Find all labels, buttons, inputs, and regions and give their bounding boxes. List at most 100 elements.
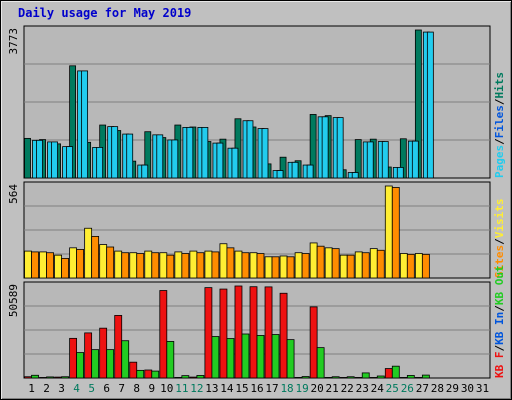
bar-kb-in: [121, 340, 130, 379]
bar-sites: [181, 253, 190, 279]
bar-pages: [366, 141, 374, 179]
bar-visits: [144, 250, 153, 279]
x-tick-label: 23: [356, 382, 369, 395]
x-tick-label: 12: [190, 382, 203, 395]
legend-item: /: [493, 345, 506, 352]
bar-kb-in: [181, 375, 190, 379]
bar-pages: [381, 141, 389, 179]
bar-visits: [234, 250, 243, 279]
bar-kb-f: [69, 337, 78, 379]
x-tick-label: 29: [446, 382, 459, 395]
x-tick-label: 22: [341, 382, 354, 395]
x-tick-label: 20: [311, 382, 324, 395]
x-tick-label: 6: [103, 382, 110, 395]
x-tick-label: 31: [476, 382, 489, 395]
bar-visits: [114, 250, 123, 279]
bar-kb-f: [144, 369, 153, 379]
x-tick-label: 7: [118, 382, 125, 395]
bar-sites: [316, 245, 325, 279]
x-tick-label: 16: [250, 382, 263, 395]
bar-pages: [81, 70, 89, 179]
bar-kb-in: [31, 374, 39, 379]
x-tick-label: 2: [43, 382, 50, 395]
max-label-visits_sites: 564: [7, 184, 20, 204]
bar-visits: [129, 252, 138, 279]
bar-pages: [336, 117, 344, 179]
bar-kb-in: [91, 349, 100, 379]
bar-pages: [231, 147, 239, 179]
bar-kb-f: [24, 376, 32, 379]
bar-sites: [331, 248, 340, 279]
legend-kbytes: KB F/KB In/KB Out: [493, 265, 506, 378]
x-tick-label: 9: [148, 382, 155, 395]
x-tick-label: 18: [280, 382, 293, 395]
bar-pages: [171, 139, 179, 179]
bar-sites: [256, 253, 265, 279]
bar-sites: [46, 252, 54, 279]
bar-kb-in: [256, 335, 265, 379]
bar-sites: [121, 252, 130, 279]
bar-visits: [264, 256, 273, 279]
bar-visits: [84, 227, 93, 279]
bar-visits: [219, 243, 228, 279]
bar-visits: [294, 252, 303, 279]
bar-pages: [111, 126, 119, 179]
bar-pages: [351, 172, 359, 179]
bar-visits: [174, 251, 183, 279]
bar-sites: [196, 252, 205, 279]
bar-kb-f: [414, 377, 423, 379]
bar-visits: [384, 185, 393, 279]
legend-item: /: [493, 138, 506, 145]
bar-kb-in: [331, 376, 340, 379]
max-label-hits_files_pages: 3773: [7, 28, 20, 55]
bar-sites: [376, 249, 385, 279]
bar-pages: [306, 164, 314, 179]
bar-visits: [39, 251, 47, 279]
x-tick-label: 21: [326, 382, 339, 395]
legend-item: Files: [493, 105, 506, 138]
bar-visits: [159, 252, 168, 279]
bar-visits: [189, 250, 198, 279]
bar-sites: [301, 253, 310, 279]
bar-sites: [286, 256, 295, 279]
bar-pages: [411, 140, 419, 179]
legend-item: /: [493, 305, 506, 312]
bar-kb-in: [196, 375, 205, 379]
bar-sites: [91, 236, 100, 279]
bar-visits: [309, 242, 318, 279]
bar-kb-f: [99, 327, 108, 379]
bar-pages: [156, 134, 164, 179]
legend-item: /: [493, 98, 506, 105]
bar-kb-in: [106, 349, 115, 379]
x-tick-label: 26: [401, 382, 414, 395]
bar-visits: [354, 251, 363, 279]
bar-kb-f: [324, 377, 333, 379]
legend-item: Sites: [493, 245, 506, 278]
bar-kb-in: [391, 365, 400, 379]
bar-kb-f: [294, 377, 303, 379]
bar-kb-f: [339, 377, 348, 379]
legend-hits_files_pages: Pages/Files/Hits: [493, 72, 506, 178]
x-tick-label: 25: [386, 382, 399, 395]
x-tick-label: 5: [88, 382, 95, 395]
bar-kb-f: [114, 315, 123, 379]
bar-pages: [321, 116, 329, 179]
legend-item: KB In: [493, 312, 506, 345]
bar-kb-f: [279, 292, 288, 379]
bar-pages: [276, 170, 284, 179]
bar-sites: [31, 251, 39, 279]
bar-visits: [204, 250, 213, 279]
x-tick-label: 15: [235, 382, 248, 395]
bar-kb-f: [399, 377, 408, 379]
x-tick-label: 28: [431, 382, 444, 395]
bar-sites: [61, 258, 69, 279]
bar-kb-in: [241, 333, 250, 379]
bar-hits: [24, 137, 31, 179]
bar-kb-f: [234, 285, 243, 379]
bar-pages: [51, 141, 58, 179]
bar-sites: [346, 254, 355, 279]
bar-pages: [201, 126, 209, 179]
bar-kb-f: [264, 286, 273, 379]
bar-pages: [261, 128, 269, 179]
bar-kb-f: [174, 377, 183, 379]
